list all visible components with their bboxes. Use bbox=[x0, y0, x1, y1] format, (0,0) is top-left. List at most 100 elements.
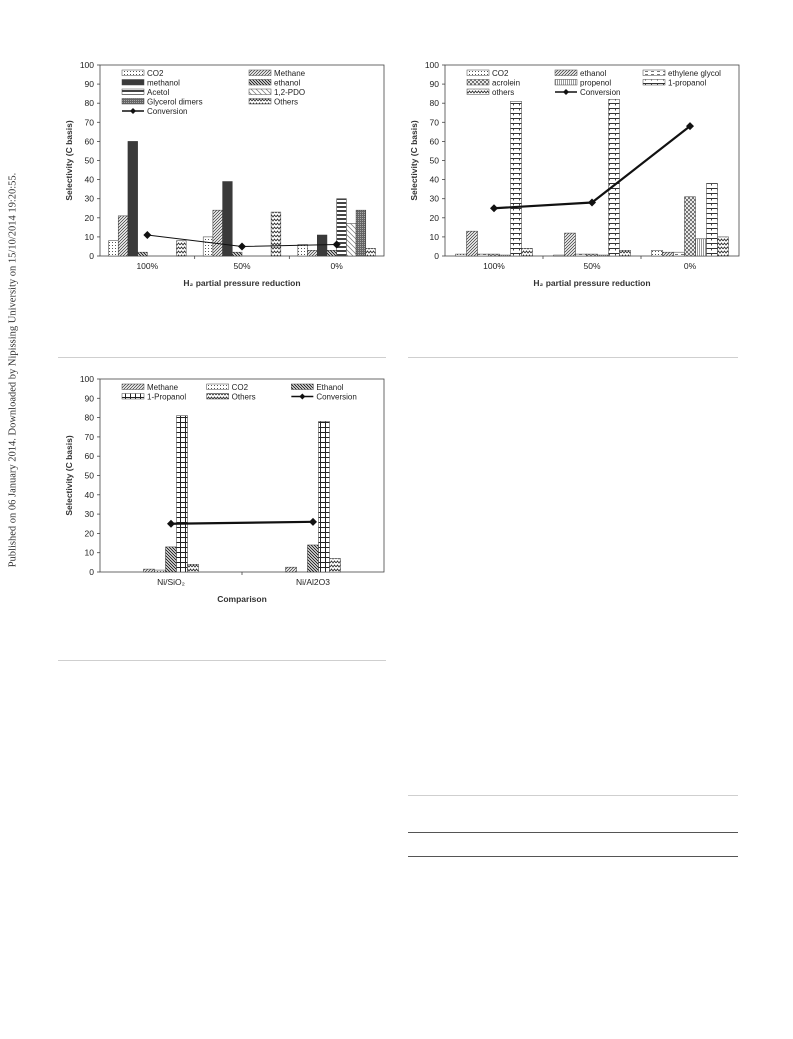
legend-swatch bbox=[248, 88, 272, 95]
legend-item-methanol: methanol bbox=[121, 79, 180, 88]
x-axis-title: H₂ partial pressure reduction bbox=[533, 278, 650, 288]
conversion-marker bbox=[588, 198, 596, 207]
bar-ethylene-glycol bbox=[673, 251, 685, 257]
y-tick-label: 90 bbox=[85, 79, 95, 89]
legend-item-others: Others bbox=[248, 98, 298, 107]
bar-ethanol bbox=[326, 250, 337, 257]
bar-propenol bbox=[597, 254, 609, 257]
legend-label: 1-Propanol bbox=[147, 393, 186, 402]
legend-item-1-propanol: 1-propanol bbox=[642, 79, 706, 88]
y-tick-label: 60 bbox=[430, 136, 440, 146]
legend-label: CO2 bbox=[492, 69, 509, 78]
y-axis-title: Selectivity (C basis) bbox=[64, 120, 74, 200]
legend-swatch bbox=[121, 393, 145, 400]
legend-item-1-2-pdo: 1,2-PDO bbox=[248, 88, 305, 97]
legend-label: propenol bbox=[580, 79, 611, 88]
y-tick-label: 50 bbox=[85, 156, 95, 166]
bar-1-propanol bbox=[706, 183, 718, 257]
bar-co2 bbox=[455, 253, 467, 257]
bar-1-propanol bbox=[608, 99, 620, 257]
y-tick-label: 80 bbox=[85, 413, 95, 423]
conversion-marker bbox=[143, 230, 152, 239]
bar-ethanol bbox=[662, 251, 674, 257]
bar-others bbox=[187, 564, 199, 573]
legend-label: CO2 bbox=[147, 69, 164, 78]
conversion-marker bbox=[490, 204, 498, 213]
y-tick-label: 100 bbox=[80, 374, 94, 384]
bar-acrolein bbox=[488, 253, 500, 257]
y-tick-label: 40 bbox=[85, 490, 95, 500]
legend-label: Methane bbox=[147, 383, 179, 392]
conversion-marker bbox=[686, 122, 694, 131]
x-tick-label: Ni/Al2O3 bbox=[296, 577, 330, 587]
legend-swatch bbox=[466, 88, 490, 95]
y-axis-title: Selectivity (C basis) bbox=[409, 120, 419, 200]
x-tick-label: 100% bbox=[136, 261, 158, 271]
legend-swatch bbox=[554, 69, 578, 76]
bar-acetol bbox=[336, 198, 347, 257]
x-tick-label: 100% bbox=[483, 261, 505, 271]
legend-swatch bbox=[121, 88, 145, 95]
x-tick-label: 0% bbox=[684, 261, 697, 271]
legend-label: 1,2-PDO bbox=[274, 88, 305, 97]
y-tick-label: 10 bbox=[85, 548, 95, 558]
y-tick-label: 100 bbox=[80, 60, 94, 70]
y-axis-title: Selectivity (C basis) bbox=[64, 435, 74, 515]
legend-marker bbox=[299, 393, 306, 400]
bar-methane bbox=[212, 209, 223, 257]
legend-item-co2: CO2 bbox=[121, 69, 164, 78]
bar-acrolein bbox=[586, 253, 598, 257]
x-tick-label: 50% bbox=[233, 261, 250, 271]
conversion-marker bbox=[238, 242, 246, 251]
y-tick-label: 0 bbox=[89, 251, 94, 261]
legend-label: CO2 bbox=[232, 383, 249, 392]
bar-others bbox=[270, 211, 282, 257]
y-tick-label: 80 bbox=[430, 98, 440, 108]
bar-ethylene-glycol bbox=[477, 253, 489, 257]
legend-item-acrolein: acrolein bbox=[466, 79, 520, 88]
divider-line bbox=[58, 660, 386, 661]
y-tick-label: 40 bbox=[430, 175, 440, 185]
table-rule bbox=[408, 856, 738, 857]
legend-item-ethanol: ethanol bbox=[554, 69, 606, 78]
bar-propenol bbox=[499, 254, 511, 257]
legend-label: acrolein bbox=[492, 79, 520, 88]
conversion-marker bbox=[309, 517, 317, 526]
legend-swatch bbox=[206, 383, 229, 390]
legend-item-co2: CO2 bbox=[206, 383, 249, 392]
legend-swatch bbox=[642, 69, 666, 76]
plot-area bbox=[99, 378, 385, 573]
legend-swatch bbox=[466, 79, 490, 86]
bar-ethanol bbox=[165, 546, 177, 573]
bar-ethanol bbox=[137, 251, 148, 257]
legend-item-co2: CO2 bbox=[466, 69, 509, 78]
bar-ethanol bbox=[232, 251, 243, 257]
divider-line bbox=[408, 357, 738, 358]
legend-swatch bbox=[248, 79, 272, 86]
legend-label: Methane bbox=[274, 69, 306, 78]
legend-swatch bbox=[642, 79, 666, 86]
divider-line bbox=[408, 795, 738, 796]
bar-others bbox=[521, 248, 533, 257]
bar-1-propanol bbox=[176, 415, 188, 573]
conversion-line bbox=[170, 520, 314, 525]
legend-item-conversion: Conversion bbox=[555, 88, 620, 97]
legend-item-methane: Methane bbox=[248, 69, 306, 78]
publication-notice: Published on 06 January 2014. Downloaded… bbox=[7, 172, 19, 568]
bar-ethylene-glycol bbox=[575, 253, 587, 257]
legend-item-ethanol: Ethanol bbox=[291, 383, 344, 392]
legend-label: 1-propanol bbox=[668, 79, 706, 88]
bar-co2 bbox=[108, 240, 119, 257]
y-tick-label: 80 bbox=[85, 98, 95, 108]
legend-item-ethanol: ethanol bbox=[248, 79, 300, 88]
y-tick-label: 20 bbox=[430, 213, 440, 223]
legend-marker bbox=[130, 108, 136, 114]
legend-item-propenol: propenol bbox=[554, 79, 611, 88]
legend-item-others: Others bbox=[206, 393, 256, 402]
bar-methanol bbox=[127, 141, 138, 257]
legend-label: Conversion bbox=[316, 393, 356, 402]
bar-glycerol-dimers bbox=[355, 209, 367, 257]
divider-line bbox=[58, 357, 386, 358]
bar-co2 bbox=[202, 236, 214, 257]
legend-label: Conversion bbox=[580, 88, 620, 97]
